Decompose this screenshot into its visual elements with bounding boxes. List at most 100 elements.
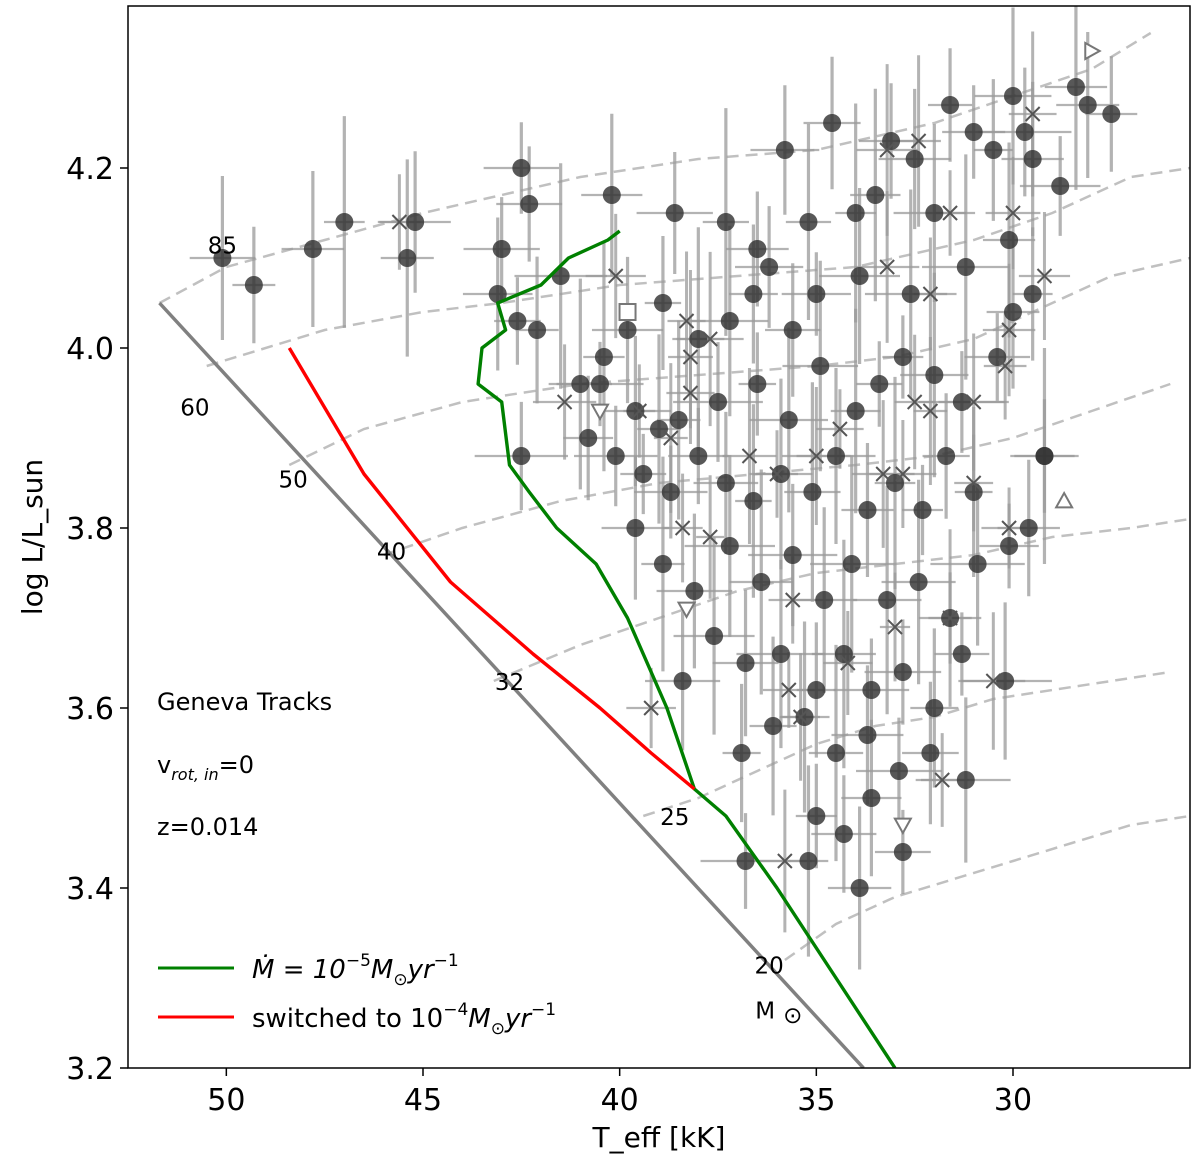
x-marker-point	[1001, 322, 1017, 338]
geneva-track-5	[642, 670, 1171, 818]
star-point	[834, 645, 853, 663]
x-marker-point	[702, 529, 718, 545]
star-point	[905, 150, 924, 168]
axis-ticks: 50 45 40 35 30 3.2 3.4 3.6 3.8 4.0 4.2	[66, 152, 1032, 1118]
x-marker-point	[808, 448, 825, 464]
annotation-vrot: vrot, in=0	[157, 751, 254, 784]
x-marker-point	[391, 214, 408, 230]
x-marker-point	[906, 394, 923, 410]
x-marker-point	[769, 466, 785, 482]
star-point	[744, 285, 763, 303]
star-points	[213, 78, 1121, 897]
star-point	[752, 573, 771, 591]
star-point	[1078, 96, 1097, 114]
open-marker-square	[618, 303, 637, 321]
legend: Ṁ = 10−5M⊙yr−1 switched to 10−4M⊙yr−1	[158, 951, 556, 1039]
x-tick-label: 50	[207, 1083, 245, 1118]
star-point	[1023, 150, 1042, 168]
star-point	[764, 717, 783, 735]
zams-line-path	[158, 301, 865, 1068]
mass-label: 20	[754, 954, 783, 980]
star-point	[799, 852, 818, 870]
star-point	[846, 402, 865, 420]
star-point	[709, 393, 727, 411]
track-switched-1e-4	[287, 347, 696, 791]
star-point	[1023, 285, 1042, 303]
star-point	[528, 321, 547, 339]
star-point	[653, 294, 672, 312]
mass-label: 50	[279, 468, 308, 494]
star-point	[398, 249, 417, 267]
x-tick-label: 35	[797, 1083, 835, 1118]
star-point	[571, 375, 590, 393]
star-point	[870, 375, 889, 393]
legend-label-mdot-unit-exp: −1	[434, 951, 459, 971]
star-point	[862, 789, 881, 807]
star-point	[512, 159, 531, 177]
star-point	[303, 240, 322, 258]
star-point	[913, 501, 932, 519]
geneva-track-3	[383, 382, 1171, 557]
star-point	[893, 843, 912, 861]
star-point	[968, 555, 987, 573]
legend-label-switched-unit: M	[468, 1004, 490, 1034]
star-point	[921, 744, 940, 762]
star-point	[925, 204, 944, 222]
star-point	[488, 285, 507, 303]
star-point	[807, 681, 826, 699]
open-marker-triangle-right	[1084, 41, 1102, 61]
star-point	[1051, 177, 1070, 195]
star-point	[520, 195, 539, 213]
star-point	[716, 474, 735, 492]
x-marker-point	[777, 853, 793, 869]
star-point	[335, 213, 354, 231]
star-point	[244, 276, 263, 294]
x-marker-point	[840, 655, 856, 671]
x-marker-point	[934, 772, 950, 788]
mass-label: M	[755, 999, 775, 1025]
star-point	[956, 258, 975, 276]
star-point	[685, 582, 704, 600]
star-point	[893, 348, 912, 366]
mass-label: 40	[377, 540, 406, 566]
star-point	[815, 591, 834, 609]
annotation-metallicity: z=0.014	[157, 813, 258, 841]
star-point	[909, 573, 928, 591]
x-marker-point	[785, 592, 801, 608]
star-point	[827, 744, 845, 762]
star-point	[941, 96, 960, 114]
x-marker-point	[608, 268, 624, 284]
mass-label: 60	[180, 396, 209, 422]
star-point	[956, 771, 975, 789]
star-point	[925, 366, 944, 384]
open-marker-triangle-down	[676, 601, 697, 620]
star-point	[748, 240, 767, 258]
star-point	[669, 411, 688, 429]
x-marker-point	[879, 259, 895, 275]
x-marker-point	[985, 673, 1002, 689]
star-point	[650, 420, 668, 438]
legend-label-switched-exp: −4	[443, 1000, 468, 1020]
geneva-track-1	[206, 166, 1190, 368]
star-point	[775, 141, 794, 159]
star-point	[996, 672, 1015, 690]
star-point	[1102, 105, 1121, 123]
star-point	[1015, 123, 1034, 141]
star-point	[795, 708, 814, 726]
star-point	[1019, 519, 1038, 537]
legend-label-switched-base: switched to 10	[252, 1004, 443, 1034]
x-marker-point	[1001, 520, 1017, 536]
star-point	[618, 321, 637, 339]
x-tick-label: 40	[601, 1083, 639, 1118]
x-marker-point	[682, 349, 699, 365]
annotation-geneva-tracks: Geneva Tracks	[157, 688, 332, 716]
legend-label-mdot: Ṁ = 10−5M⊙yr−1	[252, 951, 459, 990]
model-tracks	[287, 229, 897, 1068]
x-marker-point	[1036, 268, 1053, 284]
star-point	[834, 825, 853, 843]
star-point	[591, 375, 609, 393]
x-marker-point	[1005, 205, 1021, 221]
star-point	[673, 672, 692, 690]
star-point	[689, 330, 708, 348]
